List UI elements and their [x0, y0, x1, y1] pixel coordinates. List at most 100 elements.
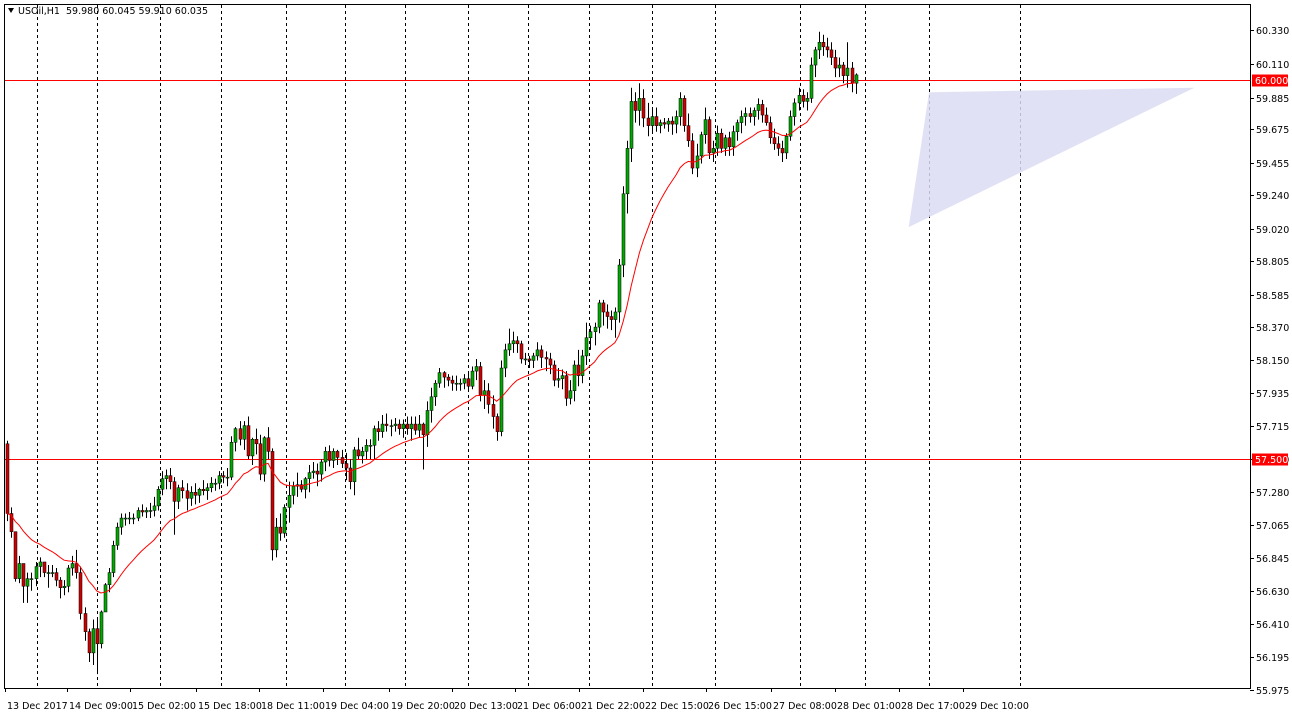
candle-body-41	[172, 481, 177, 502]
candle-body-205	[841, 64, 846, 76]
candle-162	[666, 118, 671, 132]
candle-body-121	[499, 367, 504, 432]
candle-body-2	[13, 531, 18, 579]
candle-69	[287, 481, 292, 523]
candle-138	[568, 380, 573, 405]
candle-35	[148, 502, 153, 519]
candle-body-191	[784, 135, 789, 154]
candle-body-99	[409, 423, 414, 429]
candle-body-54	[225, 476, 230, 479]
candle-14	[62, 580, 67, 596]
candle-body-159	[654, 116, 659, 126]
candle-body-109	[450, 379, 455, 384]
candle-114	[470, 366, 475, 390]
candle-body-104	[429, 396, 434, 411]
candle-171	[703, 107, 708, 144]
candle-body-55	[229, 442, 234, 478]
candle-189	[776, 136, 781, 156]
candle-body-52	[217, 475, 222, 484]
level-labels: 60.000 57.500	[1252, 74, 1288, 466]
candle-155	[637, 83, 642, 126]
level-label-0: 60.000	[1255, 76, 1288, 87]
candle-47	[197, 487, 202, 503]
candle-181	[743, 107, 748, 126]
candle-29	[123, 513, 128, 526]
candle-body-48	[201, 489, 206, 492]
candle-16	[70, 555, 75, 576]
candle-body-202	[829, 49, 834, 58]
candle-31	[131, 513, 136, 525]
level-label-bg-1	[1252, 453, 1288, 466]
level-label-bg-0	[1252, 74, 1288, 87]
candle-body-184	[756, 104, 761, 111]
candle-body-173	[711, 148, 716, 154]
candle-98	[405, 416, 410, 435]
candle-body-33	[140, 510, 145, 513]
candle-body-44	[185, 490, 190, 499]
candle-body-65	[270, 451, 275, 551]
y-axis: 60.330 60.110 59.885 59.675 59.455 59.240 59.0…	[1250, 26, 1289, 697]
candle-18	[78, 566, 83, 620]
candle-44	[185, 483, 190, 511]
candle-body-119	[491, 404, 496, 417]
candle-body-200	[821, 42, 826, 48]
candle-body-190	[780, 148, 785, 154]
candle-body-80	[331, 451, 336, 461]
candle-body-174	[715, 132, 720, 149]
candle-5	[25, 572, 30, 603]
candle-body-160	[658, 122, 663, 126]
symbol-header[interactable]: USOil,H1 59.980 60.045 59.910 60.035	[8, 6, 208, 17]
candle-201	[825, 37, 830, 58]
candle-9	[42, 561, 47, 578]
candle-184	[756, 98, 761, 120]
x-axis: 13 Dec 2017 14 Dec 09:00 15 Dec 02:00 15 De…	[5, 688, 1029, 712]
candle-23	[99, 610, 104, 649]
candle-120	[495, 413, 500, 441]
candle-body-181	[743, 113, 748, 117]
candle-body-155	[637, 98, 642, 111]
candle-body-92	[380, 423, 385, 432]
triangle-shape	[908, 87, 1195, 228]
x-tick-label-8: 21 Dec 06:00	[517, 701, 581, 712]
candle-body-128	[527, 358, 532, 361]
candle-10	[46, 565, 51, 588]
candle-158	[650, 107, 655, 132]
candle-body-81	[335, 451, 340, 458]
candle-body-5	[25, 578, 30, 587]
candle-89	[368, 439, 373, 459]
candle-40	[168, 468, 173, 490]
candle-134	[552, 360, 557, 387]
candle-body-6	[29, 578, 34, 580]
candle-97	[401, 419, 406, 438]
candle-17	[74, 549, 79, 579]
symbol-name: USOil,H1	[18, 6, 60, 17]
candle-6	[29, 572, 34, 591]
x-tick-label-6: 19 Dec 20:00	[391, 701, 455, 712]
candle-105	[433, 380, 438, 406]
candle-86	[356, 437, 361, 459]
candle-body-98	[405, 423, 410, 429]
candle-body-95	[393, 423, 398, 426]
dropdown-triangle-icon[interactable]	[8, 8, 14, 13]
candle-body-132	[544, 357, 549, 360]
candle-body-24	[103, 584, 108, 613]
candle-body-171	[703, 119, 708, 135]
candle-body-106	[437, 372, 442, 384]
candle-37	[156, 486, 161, 511]
candle-body-148	[609, 316, 614, 320]
candle-body-175	[719, 132, 724, 149]
candle-body-185	[760, 104, 765, 116]
candle-21	[91, 619, 96, 666]
candle-body-85	[352, 449, 357, 482]
candle-body-124	[511, 340, 516, 345]
candle-body-122	[503, 349, 508, 369]
candle-body-64	[266, 437, 271, 452]
candle-body-76	[315, 470, 320, 475]
candle-body-4	[21, 563, 26, 587]
moving-average-line	[6, 82, 856, 594]
candle-body-28	[119, 517, 124, 528]
candle-198	[813, 46, 818, 78]
candle-175	[719, 128, 724, 153]
